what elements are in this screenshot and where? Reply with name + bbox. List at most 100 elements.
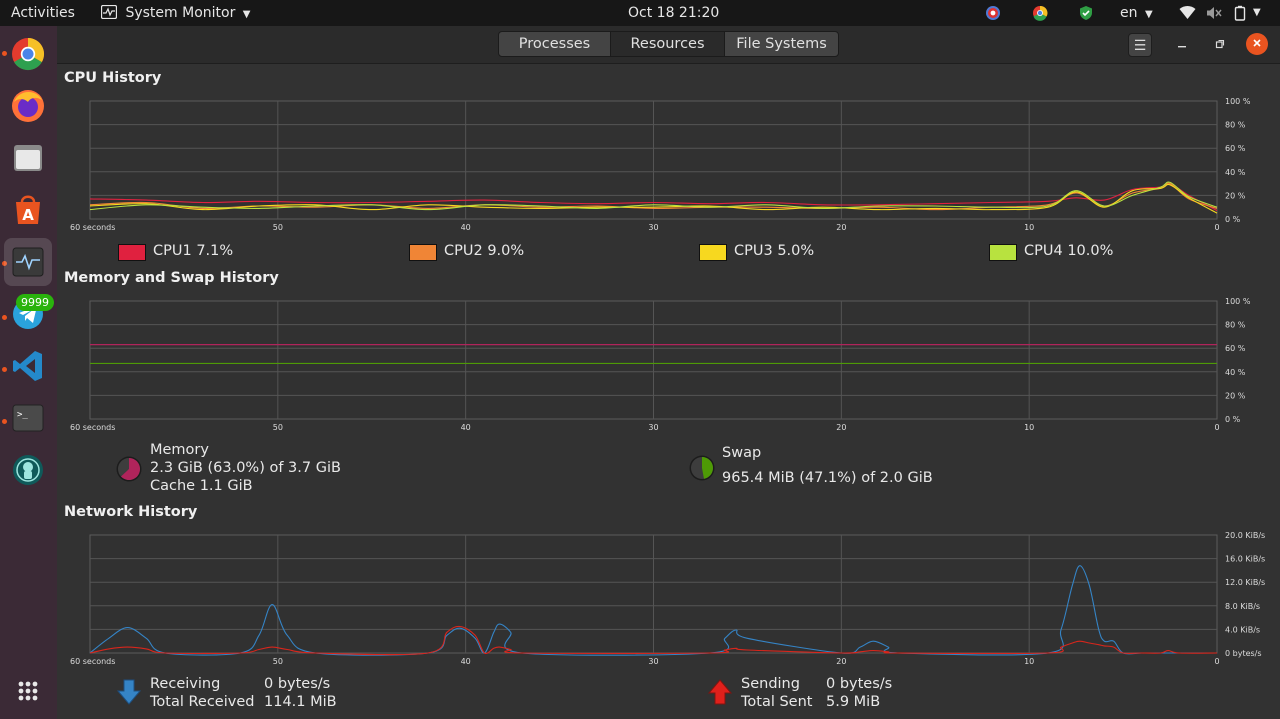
cpu-legend-swatch[interactable] — [699, 244, 727, 261]
cpu-legend-label: CPU3 5.0% — [734, 243, 815, 259]
vscode-launcher-icon[interactable] — [4, 342, 52, 390]
memory-y-tick: 40 % — [1225, 368, 1246, 377]
cpu-series-cpu3 — [89, 183, 1218, 214]
cpu-x-tick: 30 — [648, 223, 658, 232]
tab-resources[interactable]: Resources — [610, 31, 725, 57]
network-y-tick: 0 bytes/s — [1225, 649, 1262, 658]
memory-swap-history-graph: 60 seconds 50 40 30 20 10 0 100 % 80 % 60 % 40 % 20… — [70, 297, 1251, 432]
chevron-down-icon: ▼ — [1144, 9, 1153, 20]
cpu-y-tick: 40 % — [1225, 168, 1246, 177]
total-received-label: Total Received — [150, 694, 255, 710]
receiving-label: Receiving — [150, 676, 221, 692]
receiving-rate: 0 bytes/s — [264, 676, 331, 692]
swap-pie-slice — [702, 457, 714, 479]
memory-y-tick: 80 % — [1225, 321, 1246, 330]
swap-usage: 965.4 MiB (47.1%) of 2.0 GiB — [722, 470, 933, 486]
network-history-title: Network History — [64, 504, 198, 520]
network-x-tick: 10 — [1024, 657, 1034, 666]
software-center-icon[interactable]: A — [4, 186, 52, 234]
memory-x-tick: 20 — [836, 423, 846, 432]
app-menu[interactable]: System Monitor ▼ — [100, 0, 250, 26]
menu-icon[interactable]: ☰ — [1128, 33, 1152, 57]
network-x-tick: 30 — [648, 657, 658, 666]
cpu-series-cpu2 — [89, 182, 1218, 211]
input-source-menu[interactable]: en ▼ — [1120, 0, 1153, 26]
cpu-y-tick: 0 % — [1225, 215, 1241, 224]
running-indicator — [2, 367, 7, 372]
maximize-icon[interactable] — [1208, 33, 1232, 57]
input-source-label: en — [1120, 5, 1138, 21]
cpu-y-tick: 100 % — [1225, 97, 1251, 106]
system-menu-chevron-icon[interactable]: ▼ — [1253, 7, 1261, 18]
cpu-legend-swatch[interactable] — [989, 244, 1017, 261]
show-applications-icon[interactable] — [4, 667, 52, 715]
minimize-icon[interactable] — [1170, 33, 1194, 57]
total-sent-label: Total Sent — [741, 694, 813, 710]
cpu-series-cpu1 — [89, 182, 1218, 212]
memory-cache: Cache 1.1 GiB — [150, 478, 253, 494]
cpu-x-tick: 20 — [836, 223, 846, 232]
network-history-graph: 60 seconds 50 40 30 20 10 0 20.0 KiB/s 16.0 KiB/… — [70, 531, 1265, 666]
memory-y-tick: 100 % — [1225, 297, 1251, 306]
tab-file-systems[interactable]: File Systems — [724, 31, 839, 57]
gitkraken-launcher-icon[interactable] — [4, 446, 52, 494]
terminal-launcher-icon[interactable]: >_ — [4, 394, 52, 442]
chrome-icon[interactable] — [1032, 5, 1048, 21]
cpu-y-tick: 60 % — [1225, 144, 1246, 153]
system-monitor-launcher-icon[interactable] — [4, 238, 52, 286]
network-x-tick: 50 — [273, 657, 283, 666]
close-icon[interactable] — [1246, 33, 1268, 55]
cpu-x-tick: 60 seconds — [70, 223, 115, 232]
cpu-legend-label: CPU1 7.1% — [153, 243, 234, 259]
cpu-legend-label: CPU2 9.0% — [444, 243, 525, 259]
volume-muted-icon[interactable] — [1206, 5, 1222, 21]
memory-y-tick: 0 % — [1225, 415, 1241, 424]
battery-icon[interactable] — [1232, 5, 1248, 21]
chrome-remote-icon[interactable] — [985, 5, 1001, 21]
clock[interactable]: Oct 18 21:20 — [628, 5, 720, 21]
running-indicator — [2, 419, 7, 424]
swap-usage-pie — [689, 455, 715, 481]
receiving-arrow-icon — [116, 678, 142, 710]
svg-text:A: A — [22, 206, 34, 224]
network-y-tick: 4.0 KiB/s — [1225, 625, 1260, 634]
cpu-y-tick: 80 % — [1225, 121, 1246, 130]
cpu-legend-label: CPU4 10.0% — [1024, 243, 1114, 259]
top-bar: Activities System Monitor ▼ Oct 18 21:20… — [0, 0, 1280, 26]
cpu-x-tick: 10 — [1024, 223, 1034, 232]
cpu-y-tick: 20 % — [1225, 191, 1246, 200]
cpu-x-tick: 0 — [1214, 223, 1219, 232]
cpu-x-tick: 40 — [461, 223, 471, 232]
total-sent-value: 5.9 MiB — [826, 694, 881, 710]
memory-x-tick: 50 — [273, 423, 283, 432]
cpu-series-cpu4 — [89, 181, 1218, 211]
network-y-tick: 8.0 KiB/s — [1225, 602, 1260, 611]
memory-y-tick: 60 % — [1225, 344, 1246, 353]
memory-x-tick: 60 seconds — [70, 423, 115, 432]
memory-usage-pie — [116, 456, 142, 482]
memory-x-tick: 30 — [648, 423, 658, 432]
activities-button[interactable]: Activities — [11, 5, 75, 21]
chrome-launcher-icon[interactable] — [4, 30, 52, 78]
cpu-legend-swatch[interactable] — [409, 244, 437, 261]
network-x-tick: 60 seconds — [70, 657, 115, 666]
running-indicator — [2, 315, 7, 320]
cpu-legend-swatch[interactable] — [118, 244, 146, 261]
files-launcher-icon[interactable] — [4, 134, 52, 182]
memory-x-tick: 0 — [1214, 423, 1219, 432]
firefox-launcher-icon[interactable] — [4, 82, 52, 130]
svg-text:>_: >_ — [17, 410, 28, 420]
network-series-sending — [89, 625, 1218, 656]
app-menu-label: System Monitor — [125, 5, 236, 21]
network-series-receiving — [89, 565, 1217, 656]
shield-icon[interactable] — [1078, 5, 1094, 21]
tab-processes[interactable]: Processes — [498, 31, 611, 57]
memory-usage: 2.3 GiB (63.0%) of 3.7 GiB — [150, 460, 341, 476]
sending-rate: 0 bytes/s — [826, 676, 893, 692]
sending-label: Sending — [741, 676, 800, 692]
swap-label: Swap — [722, 445, 762, 461]
wifi-icon[interactable] — [1179, 5, 1196, 21]
notification-badge: 9999 — [16, 294, 54, 311]
memory-pie-slice — [120, 458, 140, 480]
cpu-history-graph: 60 seconds 50 40 30 20 10 0 100 % 80 % 60 % 40 % 20… — [70, 97, 1251, 232]
